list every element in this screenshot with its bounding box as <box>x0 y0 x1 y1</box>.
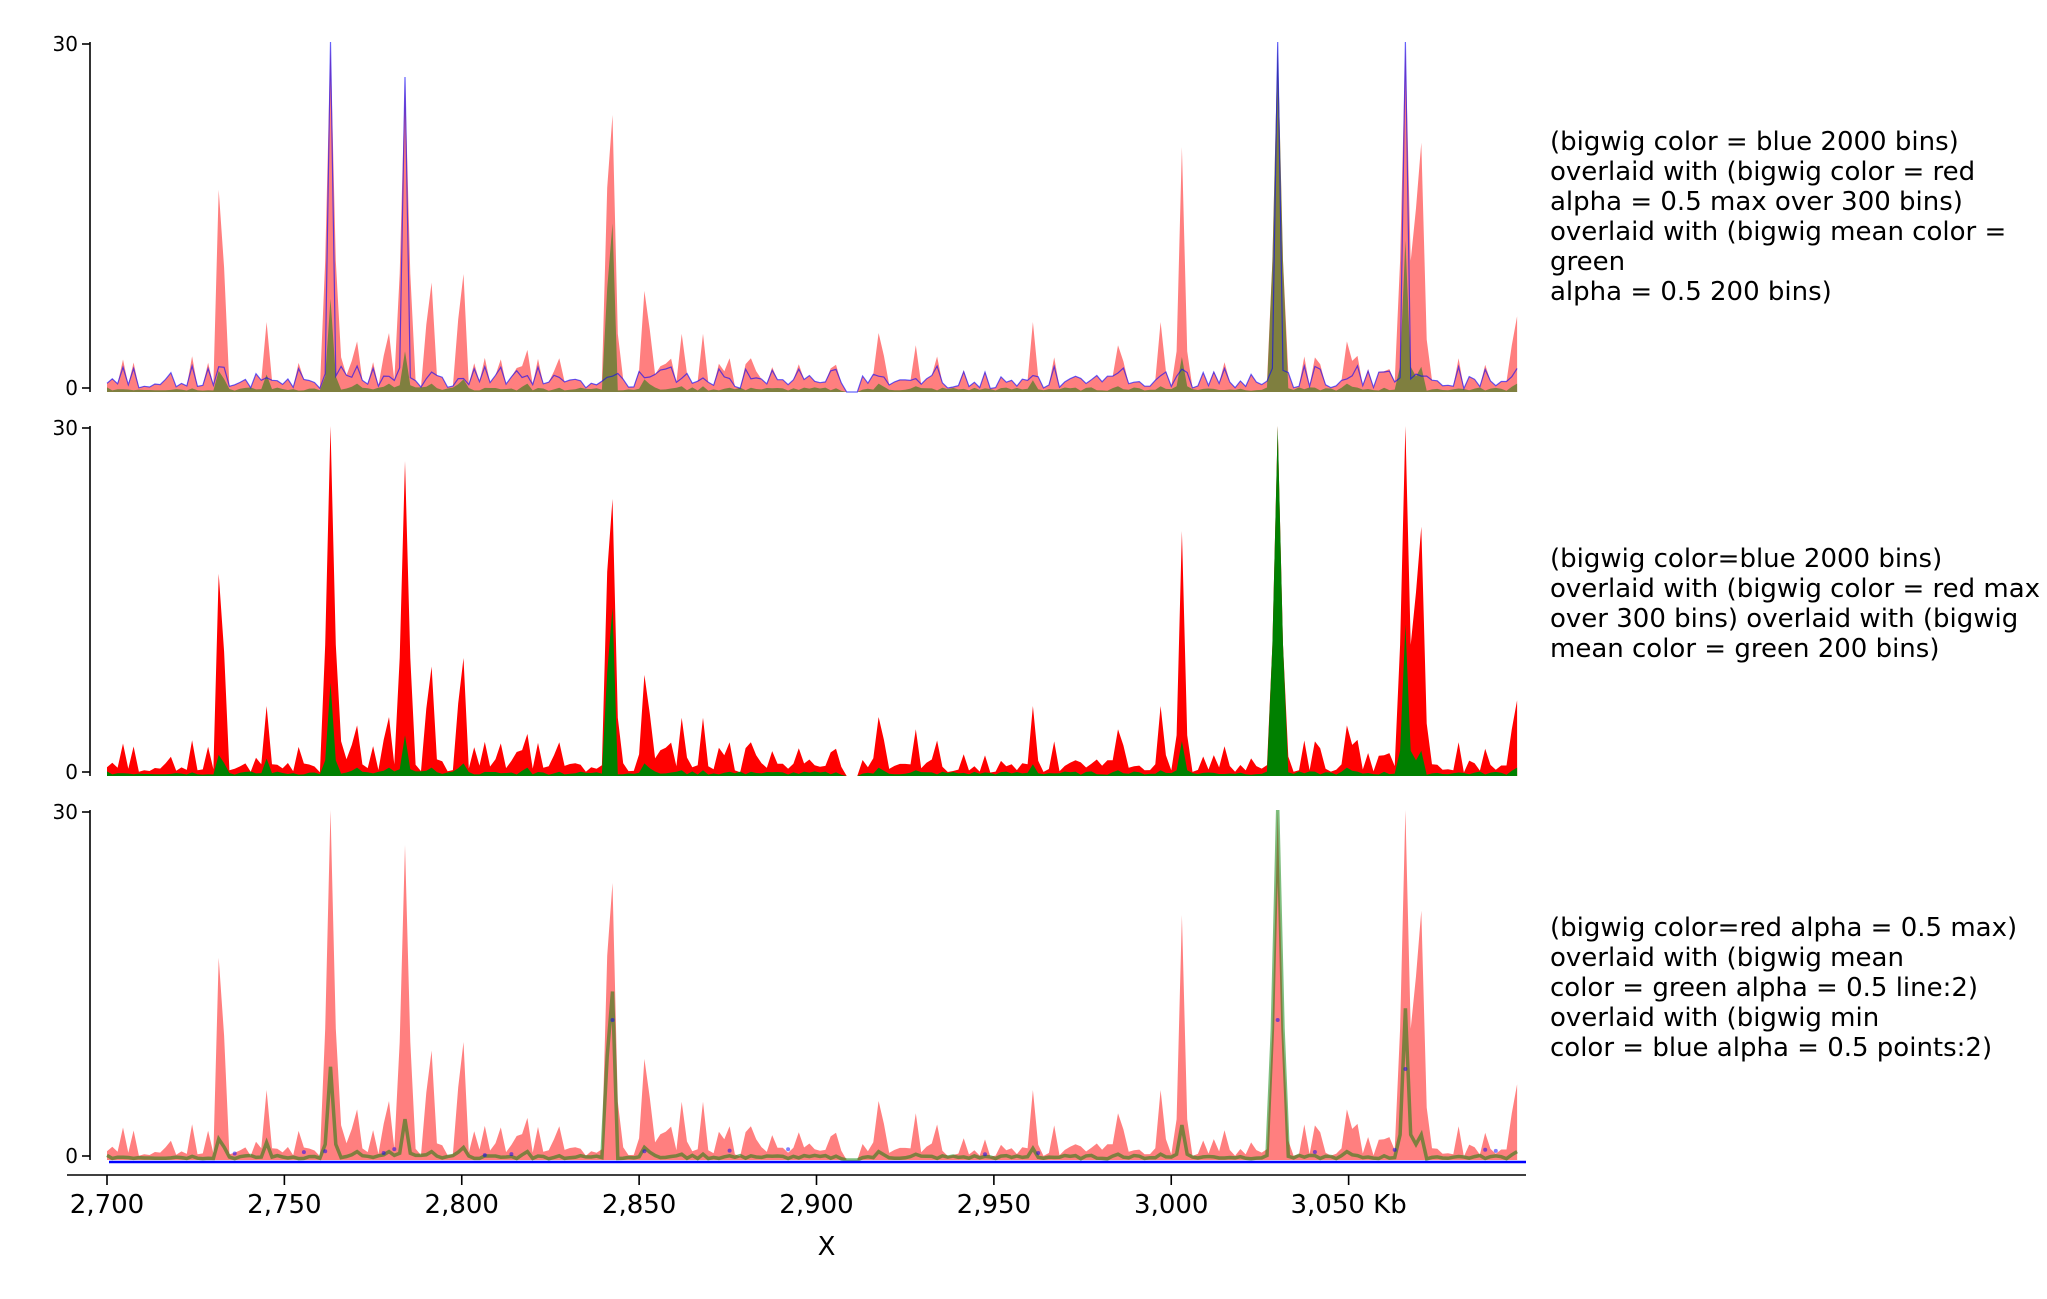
track-label-line: alpha = 0.5 max over 300 bins) <box>1550 187 1963 217</box>
y-tick-label: 30 <box>53 800 78 824</box>
track-label-line: (bigwig color=red alpha = 0.5 max) <box>1550 913 2018 943</box>
track-label-line: mean color = green 200 bins) <box>1550 634 1940 664</box>
y-tick-label: 0 <box>65 376 78 400</box>
track-label-line: overlaid with (bigwig mean <box>1550 943 1904 973</box>
y-tick-label: 0 <box>65 1144 78 1168</box>
series-min-point <box>786 1147 791 1152</box>
series-min-point <box>381 1151 386 1155</box>
series-min-point <box>1493 1148 1498 1153</box>
x-tick-label: 2,850 <box>602 1190 676 1220</box>
track-label-line: color = blue alpha = 0.5 points:2) <box>1550 1033 1993 1063</box>
series-min-point <box>392 1147 397 1152</box>
track-1-label: (bigwig color = blue 2000 bins) overlaid … <box>1550 127 2045 307</box>
series-min-point <box>1036 1151 1041 1155</box>
series-min-point <box>301 1150 306 1155</box>
track-3-panel: 0 30 <box>53 800 1526 1168</box>
series-min-point <box>509 1152 514 1157</box>
series-min-point <box>323 1149 328 1154</box>
y-tick-label: 30 <box>53 416 78 440</box>
x-tick-label: 2,800 <box>425 1190 499 1220</box>
series-mean-line <box>106 809 1519 1162</box>
series-min-point <box>983 1152 987 1157</box>
track-label-line: overlaid with (bigwig min <box>1550 1003 1880 1033</box>
series-max-area <box>107 810 1518 1160</box>
y-tick-label: 0 <box>65 760 78 784</box>
series-min-point <box>642 1149 647 1154</box>
series-max-area <box>107 42 1518 392</box>
x-tick-label: 2,900 <box>779 1190 853 1220</box>
series-min-point <box>610 1018 615 1022</box>
y-tick-label: 30 <box>53 32 78 56</box>
series-min-point <box>1392 1147 1397 1152</box>
series-mean-area <box>107 426 1518 776</box>
series-mean-area <box>107 42 1518 392</box>
series-min-point <box>482 1153 487 1158</box>
track-label-line: alpha = 0.5 200 bins) <box>1550 277 1832 307</box>
track-label-line: (bigwig color = blue 2000 bins) <box>1550 127 1959 157</box>
series-min-point <box>232 1151 237 1156</box>
track-label-line: green <box>1550 247 1626 277</box>
x-tick-label: 2,950 <box>957 1190 1031 1220</box>
track-label-line: (bigwig color=blue 2000 bins) <box>1550 544 1943 574</box>
track-2-panel: 0 30 <box>53 416 1518 784</box>
series-max-area <box>107 426 1518 776</box>
x-tick-label: 2,700 <box>70 1190 144 1220</box>
track-1-panel: 0 30 <box>53 32 1518 400</box>
track-label-line: color = green alpha = 0.5 line:2) <box>1550 973 1979 1003</box>
x-axis: 2,700 2,750 2,800 2,850 2,900 2,950 3,000 3,050… <box>67 1174 1526 1262</box>
track-2-label: (bigwig color=blue 2000 bins) overlaid wi… <box>1550 544 2045 664</box>
track-label-line: overlaid with (bigwig color = red <box>1550 157 1976 187</box>
series-min-point <box>1275 1018 1280 1022</box>
series-min-point <box>1403 1067 1408 1071</box>
series-min-point <box>1483 1147 1488 1152</box>
x-tick-label: 2,750 <box>247 1190 321 1220</box>
series-min-point <box>727 1148 732 1153</box>
x-tick-label: 3,000 <box>1134 1190 1208 1220</box>
x-tick-label: 3,050 Kb <box>1290 1190 1406 1220</box>
series-blue-raw <box>106 41 1518 393</box>
track-label-line: overlaid with (bigwig mean color = <box>1550 217 2007 247</box>
series-min-point <box>1312 1150 1317 1154</box>
x-axis-title: X <box>818 1232 836 1262</box>
track-label-line: over 300 bins) overlaid with (bigwig <box>1550 604 2019 634</box>
track-3-label: (bigwig color=red alpha = 0.5 max) overla… <box>1550 913 2045 1063</box>
track-label-line: overlaid with (bigwig color = red max <box>1550 574 2041 604</box>
